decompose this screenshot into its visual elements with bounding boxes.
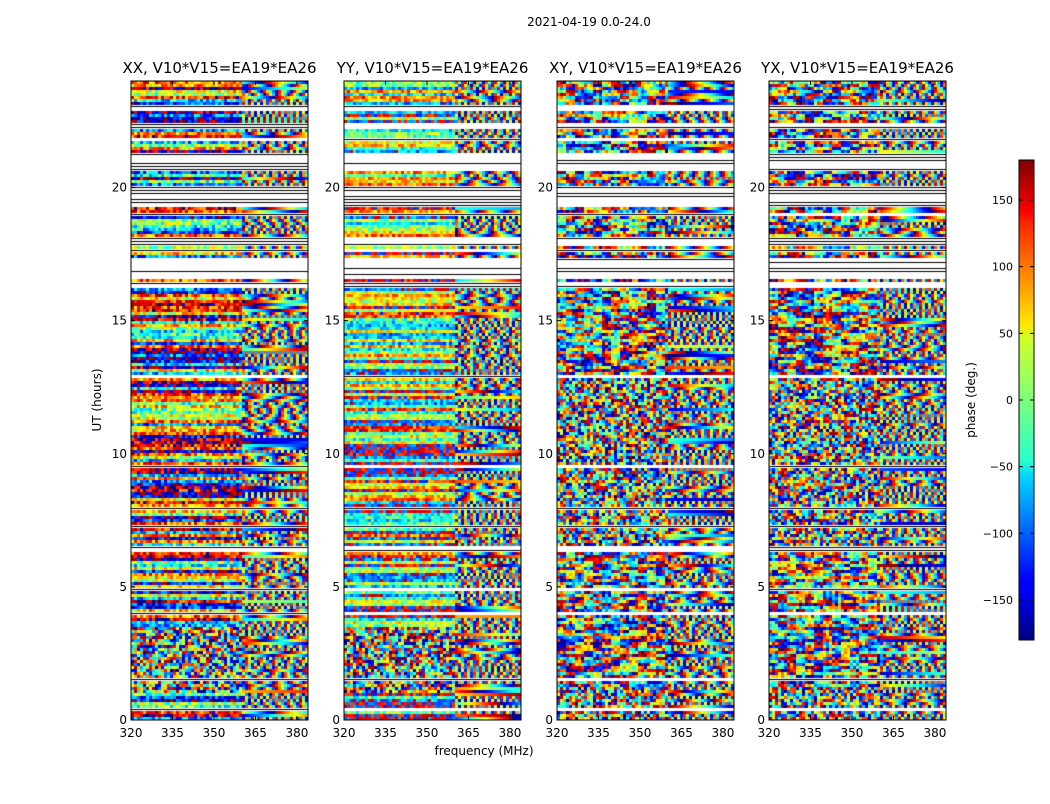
colorbar: 150 100 50 0 −50 −100 −150 phase (deg.) [964, 159, 1035, 641]
y-tick-label: 5 [757, 580, 765, 594]
panel-frame [556, 80, 735, 721]
y-tick-label: 10 [325, 447, 340, 461]
colorbar-tick-label: 100 [992, 261, 1013, 274]
y-tick-label: 15 [538, 314, 553, 328]
x-tick-label: 350 [629, 726, 652, 740]
y-tick-label: 5 [545, 580, 553, 594]
y-tick-label: 15 [112, 314, 127, 328]
y-tick-label: 0 [545, 713, 553, 727]
x-tick-label: 380 [711, 726, 734, 740]
x-tick-label: 320 [758, 726, 781, 740]
y-tick-label: 0 [757, 713, 765, 727]
x-tick-label: 320 [546, 726, 569, 740]
x-tick-label: 365 [882, 726, 905, 740]
x-tick-label: 335 [161, 726, 184, 740]
y-tick-label: 0 [332, 713, 340, 727]
y-tick-label: 10 [750, 447, 765, 461]
x-tick-label: 335 [587, 726, 610, 740]
x-tick-label: 365 [457, 726, 480, 740]
y-tick-label: 20 [538, 181, 553, 195]
panel-waterfall-image [557, 81, 734, 720]
y-tick-label: 5 [332, 580, 340, 594]
x-tick-label: 380 [498, 726, 521, 740]
colorbar-tick-label: −100 [983, 527, 1013, 540]
x-tick-label: 320 [333, 726, 356, 740]
panel-waterfall-image [769, 81, 946, 720]
x-axis-label: frequency (MHz) [434, 744, 533, 758]
panel-yx: YX, V10*V15=EA19*EA26 320 335 350 365 380 0 5 10… [750, 59, 954, 740]
panel-xy: XY, V10*V15=EA19*EA26 320 335 350 365 380 0 5 10… [538, 59, 742, 740]
colorbar-tick-label: 0 [1006, 394, 1013, 407]
y-axis-label: UT (hours) [90, 368, 104, 431]
y-tick-label: 20 [750, 181, 765, 195]
colorbar-tick-label: 50 [999, 327, 1013, 340]
y-tick-label: 15 [325, 314, 340, 328]
panel-xx: XX, V10*V15=EA19*EA26 320 335 350 365 380 0 5 10… [112, 59, 317, 740]
x-tick-label: 380 [285, 726, 308, 740]
x-tick-label: 380 [923, 726, 946, 740]
x-tick-label: 350 [416, 726, 439, 740]
y-tick-label: 10 [538, 447, 553, 461]
panel-frame [130, 80, 309, 721]
y-tick-label: 15 [750, 314, 765, 328]
panel-waterfall-image [131, 81, 308, 720]
x-tick-label: 320 [120, 726, 143, 740]
x-tick-label: 365 [670, 726, 693, 740]
x-tick-label: 365 [244, 726, 267, 740]
panel-title: YY, V10*V15=EA19*EA26 [336, 59, 529, 77]
x-tick-label: 350 [203, 726, 226, 740]
y-tick-label: 10 [112, 447, 127, 461]
panel-waterfall-image [344, 81, 521, 720]
x-tick-label: 335 [374, 726, 397, 740]
colorbar-tick-label: −150 [983, 594, 1013, 607]
y-tick-label: 0 [119, 713, 127, 727]
panels-layer: XX, V10*V15=EA19*EA26 320 335 350 365 380 0 5 10… [112, 59, 954, 740]
x-tick-label: 335 [799, 726, 822, 740]
chart-suptitle: 2021-04-19 0.0-24.0 [527, 15, 651, 29]
panel-frame [343, 80, 522, 721]
panel-title: XX, V10*V15=EA19*EA26 [122, 59, 316, 77]
panel-frame [768, 80, 947, 721]
colorbar-label: phase (deg.) [964, 362, 978, 438]
colorbar-tick-label: 150 [992, 194, 1013, 207]
y-tick-label: 20 [325, 181, 340, 195]
y-tick-label: 20 [112, 181, 127, 195]
colorbar-tick-label: −50 [990, 461, 1013, 474]
x-tick-label: 350 [841, 726, 864, 740]
panel-title: YX, V10*V15=EA19*EA26 [760, 59, 954, 77]
y-tick-label: 5 [119, 580, 127, 594]
panel-yy: YY, V10*V15=EA19*EA26 320 335 350 365 380 0 5 10… [325, 59, 529, 740]
colorbar-ticks: 150 100 50 0 −50 −100 −150 [983, 194, 1034, 607]
panel-title: XY, V10*V15=EA19*EA26 [549, 59, 742, 77]
